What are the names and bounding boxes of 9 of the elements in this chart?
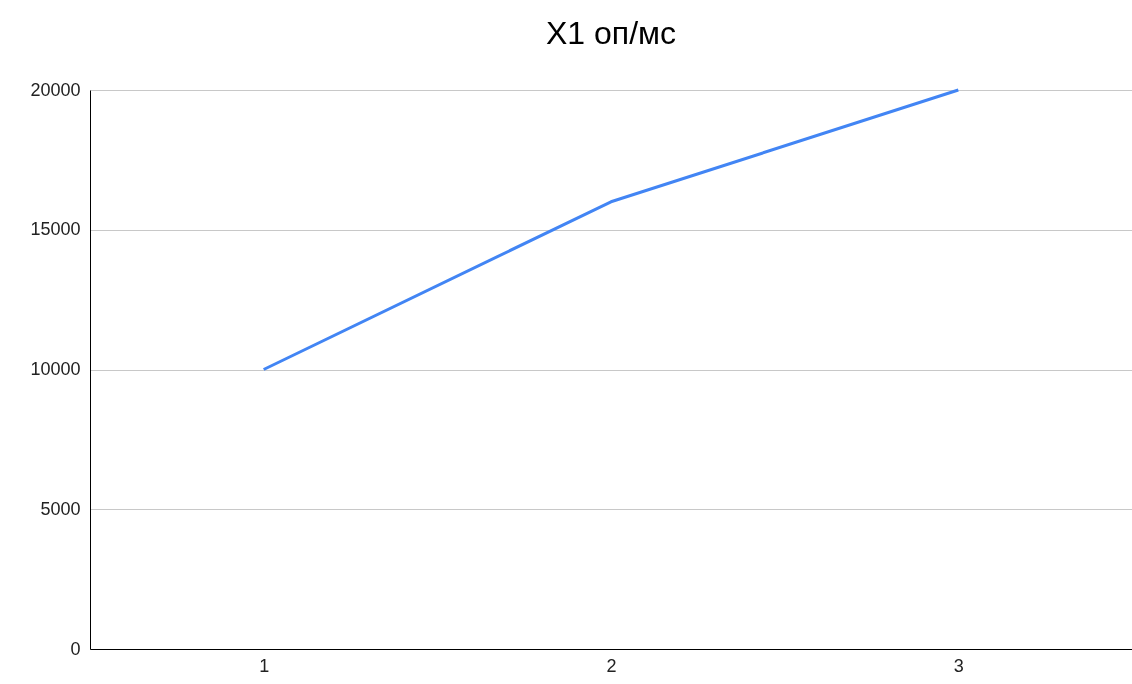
y-tick-label: 0 (70, 638, 81, 659)
x-tick-label: 2 (606, 655, 617, 676)
y-tick-label: 20000 (30, 79, 81, 100)
y-tick-label: 15000 (30, 219, 81, 240)
chart-title: X1 оп/мс (545, 15, 677, 51)
y-tick-label: 10000 (30, 359, 81, 379)
y-tick-label: 5000 (40, 498, 81, 519)
x-tick-label: 3 (953, 655, 964, 676)
x-tick-label: 1 (259, 655, 270, 676)
